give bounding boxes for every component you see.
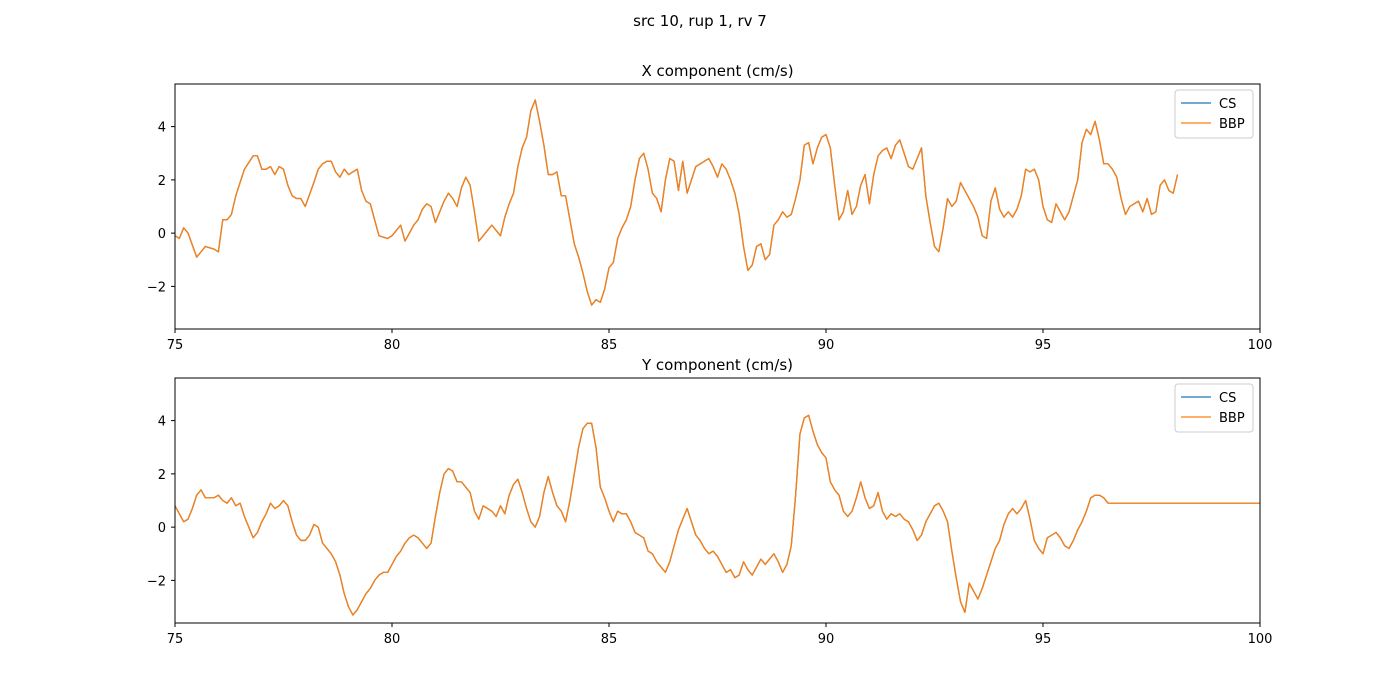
y-component-axes-frame (174, 377, 1261, 624)
y-component-series-bbp-line (175, 414, 1260, 616)
x-component-xtick-label: 95 (1035, 338, 1052, 353)
x-component-legend-label-cs: CS (1219, 97, 1236, 112)
x-component-xtick-label: 90 (818, 338, 835, 353)
x-component-title: X component (cm/s) (641, 62, 793, 80)
y-component-xtick-label: 75 (167, 632, 184, 647)
y-component-panel: Y component (cm/s) 75 80 85 90 95 100 −2 0 2 4 CS BB… (147, 356, 1273, 647)
figure-suptitle: src 10, rup 1, rv 7 (633, 12, 767, 30)
x-component-xtick-label: 100 (1248, 338, 1273, 353)
y-component-xtick-label: 85 (601, 632, 618, 647)
x-component-xtick-label: 85 (601, 338, 618, 353)
x-component-series-bbp-line (175, 99, 1179, 306)
x-component-ytick-label: 4 (158, 121, 166, 136)
y-component-legend-label-cs: CS (1219, 391, 1236, 406)
y-component-ytick-label: 0 (158, 521, 166, 536)
x-component-legend-label-bbp: BBP (1219, 117, 1245, 132)
y-component-legend: CS BBP (1174, 383, 1254, 433)
y-component-xtick-label: 95 (1035, 632, 1052, 647)
y-component-ytick-label: −2 (147, 574, 166, 589)
x-component-xtick-label: 75 (167, 338, 184, 353)
y-component-xtick-label: 90 (818, 632, 835, 647)
x-component-ytick-label: 0 (158, 227, 166, 242)
x-component-ytick-label: −2 (147, 280, 166, 295)
x-component-legend-box (1174, 89, 1254, 139)
y-component-xtick-label: 80 (384, 632, 401, 647)
x-component-xtick-label: 80 (384, 338, 401, 353)
x-component-panel: X component (cm/s) 75 80 85 90 95 100 −2 0 2 4 CS BB… (147, 62, 1273, 353)
x-component-axes-frame (174, 83, 1261, 330)
y-component-legend-label-bbp: BBP (1219, 411, 1245, 426)
x-component-legend: CS BBP (1174, 89, 1254, 139)
y-component-title: Y component (cm/s) (641, 356, 793, 374)
y-component-xtick-label: 100 (1248, 632, 1273, 647)
x-component-ytick-label: 2 (158, 174, 166, 189)
y-component-ytick-label: 4 (158, 415, 166, 430)
y-component-ytick-label: 2 (158, 468, 166, 483)
y-component-legend-box (1174, 383, 1254, 433)
